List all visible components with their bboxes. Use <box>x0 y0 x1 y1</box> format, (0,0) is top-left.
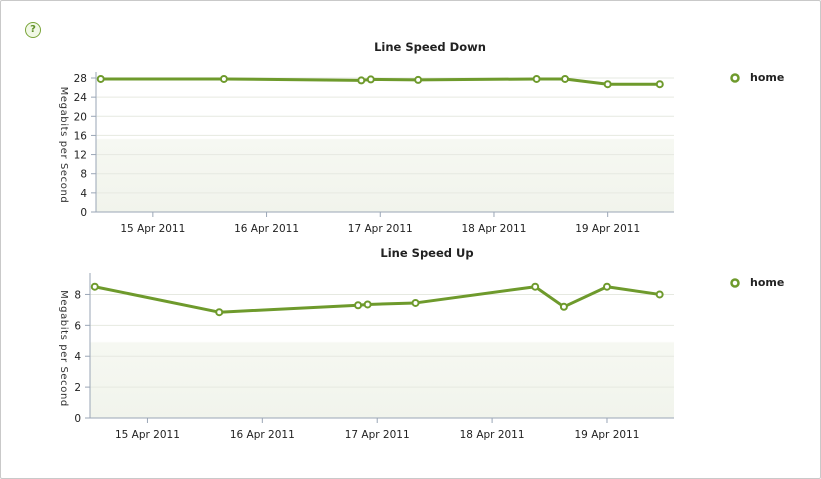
x-tick-label: 16 Apr 2011 <box>230 429 295 441</box>
data-point <box>559 302 568 311</box>
data-point <box>219 74 228 83</box>
data-point <box>411 298 420 307</box>
y-tick-label: 24 <box>74 92 88 104</box>
x-tick-label: 16 Apr 2011 <box>234 223 299 235</box>
x-tick-label: 18 Apr 2011 <box>460 429 525 441</box>
data-point <box>96 74 105 83</box>
data-point <box>531 282 540 291</box>
y-tick-label: 4 <box>74 351 81 363</box>
data-point <box>363 300 372 309</box>
line-speed-down-chart: 0 4 8 12 16 20 24 28 15 Apr 2011 16 Apr 2011 17 Ap… <box>58 40 784 235</box>
legend-marker <box>730 278 740 288</box>
legend-label: home <box>750 276 784 289</box>
legend-marker <box>730 73 740 83</box>
y-axis-label: Megabits per Second <box>58 87 69 204</box>
plot-area <box>90 279 674 418</box>
plot-area <box>96 78 674 212</box>
chart-title: Line Speed Down <box>374 40 486 54</box>
data-point <box>655 80 664 89</box>
x-tick-label: 17 Apr 2011 <box>345 429 410 441</box>
x-tick-label: 15 Apr 2011 <box>120 223 185 235</box>
help-icon[interactable]: ? <box>25 22 41 38</box>
data-point <box>90 282 99 291</box>
y-tick-label: 28 <box>74 73 87 85</box>
chart-title: Line Speed Up <box>380 246 473 260</box>
data-point <box>414 75 423 84</box>
data-point <box>603 80 612 89</box>
x-tick-label: 19 Apr 2011 <box>575 429 640 441</box>
x-tick-label: 19 Apr 2011 <box>575 223 640 235</box>
x-tick-label: 18 Apr 2011 <box>461 223 526 235</box>
y-tick-label: 0 <box>80 207 87 219</box>
y-tick-label: 0 <box>74 413 81 425</box>
data-point <box>357 76 366 85</box>
legend-label: home <box>750 71 784 84</box>
y-tick-label: 2 <box>74 382 81 394</box>
x-tick-label: 17 Apr 2011 <box>348 223 413 235</box>
data-point <box>561 74 570 83</box>
data-point <box>354 301 363 310</box>
data-point <box>602 282 611 291</box>
y-tick-label: 8 <box>80 169 87 181</box>
y-tick-label: 16 <box>74 130 88 142</box>
data-point <box>532 74 541 83</box>
y-tick-label: 12 <box>74 150 87 162</box>
data-point <box>366 75 375 84</box>
y-axis-label: Megabits per Second <box>58 290 69 407</box>
data-point <box>215 308 224 317</box>
y-tick-label: 8 <box>74 289 81 301</box>
y-tick-label: 20 <box>74 111 87 123</box>
x-tick-label: 15 Apr 2011 <box>115 429 180 441</box>
data-point <box>655 290 664 299</box>
y-tick-label: 4 <box>80 188 87 200</box>
y-tick-label: 6 <box>74 320 81 332</box>
